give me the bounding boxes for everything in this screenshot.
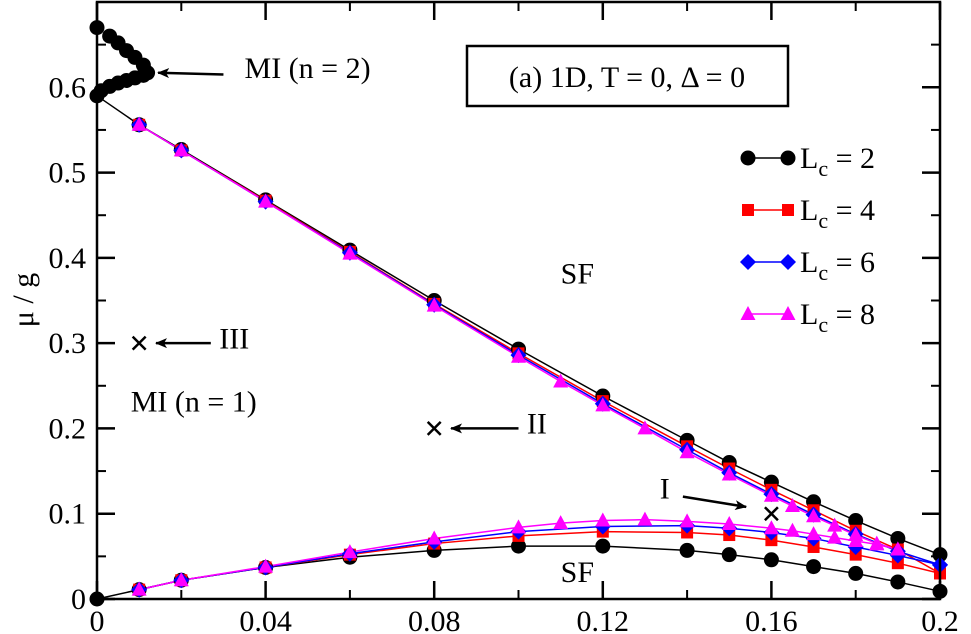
legend-marker-2-b <box>780 254 796 270</box>
annotation-sf-lower: SF <box>561 556 594 589</box>
legend-marker-1-b <box>782 204 794 216</box>
series-0-lower-point-10 <box>763 552 779 568</box>
legend-marker-3-b <box>780 306 796 320</box>
series-3-lower-point-2 <box>258 558 274 573</box>
y-tick-label-5: 0.5 <box>49 157 87 190</box>
series-0-upper-point-13 <box>890 530 906 546</box>
series-0-lower-point-7 <box>595 538 611 554</box>
legend-label-1: Lc = 4 <box>800 194 875 233</box>
legend-label-2: Lc = 6 <box>800 246 875 285</box>
series-0-upper-point-12 <box>848 513 864 529</box>
series-3-lower-point-11 <box>763 520 779 535</box>
series-3-lower-point-16 <box>869 536 885 551</box>
series-0-lower-point-12 <box>848 565 864 581</box>
legend-marker-3-a <box>740 306 756 320</box>
series-3-lower-point-15 <box>848 533 864 548</box>
series-3-upper-point-13 <box>806 508 822 523</box>
legend-marker-0-a <box>740 150 756 166</box>
annotation-i: I <box>660 472 670 505</box>
annotation-sf-upper: SF <box>561 257 594 290</box>
y-tick-label-6: 0.6 <box>49 71 87 104</box>
y-tick-label-1: 0.1 <box>49 498 87 531</box>
series-3-upper-point-5 <box>511 348 526 363</box>
series-3-lower-point-1 <box>173 572 189 587</box>
cross-state-ii <box>426 421 442 436</box>
annotation-mi-n2: MI (n = 2) <box>245 52 371 85</box>
x-tick-label-5: 0.2 <box>921 605 959 634</box>
series-3-upper-point-4 <box>426 297 442 312</box>
annotation-iii: III <box>219 322 249 355</box>
series-2-lower-line <box>138 524 941 591</box>
y-tick-label-3: 0.3 <box>49 327 87 360</box>
series-3-upper-point-7 <box>595 397 611 412</box>
series-3-upper-point-0 <box>131 116 147 131</box>
legend-entry-1: Lc = 4 <box>742 194 875 233</box>
series-1-upper-line <box>138 124 941 575</box>
series-3-lower-point-8 <box>637 511 653 526</box>
legend-label-3: Lc = 8 <box>800 298 875 337</box>
series-1-lower-point-10 <box>807 540 820 553</box>
cross-state-i <box>764 506 779 522</box>
series-3-upper-point-8 <box>637 420 653 435</box>
legend-marker-2-a <box>740 254 756 270</box>
series-3-lower-point-10 <box>721 515 737 530</box>
series-0-lower-point-6 <box>511 538 526 554</box>
x-tick-label-2: 0.08 <box>408 605 461 634</box>
series-3-upper-point-14 <box>827 517 843 532</box>
series-3-lower-point-3 <box>342 544 358 559</box>
series-3-lower-point-7 <box>595 512 611 527</box>
y-tick-label-0: 0 <box>71 583 86 616</box>
legend-entry-0: Lc = 2 <box>740 142 875 181</box>
series-3-upper-point-2 <box>258 193 274 208</box>
series-3-lower-point-0 <box>131 581 147 596</box>
series-3-lower-point-14 <box>827 529 843 544</box>
series-3-lower-point-9 <box>679 513 695 528</box>
title-box-text: (a) 1D, T = 0, Δ = 0 <box>509 61 745 94</box>
plot-markers <box>89 20 948 607</box>
annotation-mi-n1: MI (n = 1) <box>131 385 257 418</box>
series-3-upper-point-11 <box>763 487 779 502</box>
legend-entry-3: Lc = 8 <box>740 298 875 337</box>
series-3-upper-point-6 <box>553 373 569 388</box>
series-0-lower-point-8 <box>679 542 695 558</box>
series-0-lower-point-13 <box>890 574 906 590</box>
series-3-upper-point-3 <box>342 245 358 260</box>
series-3-upper-point-9 <box>679 444 695 459</box>
cross-state-iii <box>131 335 147 351</box>
x-tick-label-4: 0.16 <box>745 605 798 634</box>
annotation-ii: II <box>527 408 547 441</box>
series-3-lower-point-4 <box>426 530 442 545</box>
series-0-lower-point-9 <box>721 547 737 563</box>
arrow-mi-n2 <box>157 68 224 79</box>
x-tick-label-1: 0.04 <box>239 605 292 634</box>
x-tick-label-3: 0.12 <box>577 605 630 634</box>
series-3-upper-line <box>138 124 899 551</box>
series-3-upper-point-12 <box>784 498 800 513</box>
series-3-lower-point-13 <box>806 526 822 541</box>
legend-label-0: Lc = 2 <box>800 142 875 181</box>
legend-marker-1-a <box>742 204 754 216</box>
y-tick-label-4: 0.4 <box>49 242 87 275</box>
series-3-upper-point-1 <box>173 142 189 157</box>
series-3-lower-point-12 <box>784 522 800 537</box>
title-box: (a) 1D, T = 0, Δ = 0 <box>465 44 790 108</box>
legend-entry-2: Lc = 6 <box>740 246 875 285</box>
y-tick-label-2: 0.2 <box>49 412 87 445</box>
legend-marker-0-b <box>780 150 796 166</box>
series-3-lower-point-6 <box>553 515 569 530</box>
legend: Lc = 2 Lc = 4 Lc = 6 Lc = 8 <box>740 142 875 337</box>
series-3-lower-point-17 <box>890 541 906 556</box>
series-3-lower-point-5 <box>511 519 526 534</box>
y-axis-label: μ / g <box>7 273 40 327</box>
y-axis-ticks: 0 0.1 0.2 0.3 0.4 0.5 0.6 <box>49 43 940 616</box>
x-axis-ticks: 0 0.04 0.08 0.12 0.16 0.2 <box>90 2 959 634</box>
series-0-lower-point-11 <box>806 559 822 575</box>
arrow-i <box>682 495 748 511</box>
series-3-upper-point-10 <box>721 466 737 481</box>
x-tick-label-0: 0 <box>90 605 105 634</box>
